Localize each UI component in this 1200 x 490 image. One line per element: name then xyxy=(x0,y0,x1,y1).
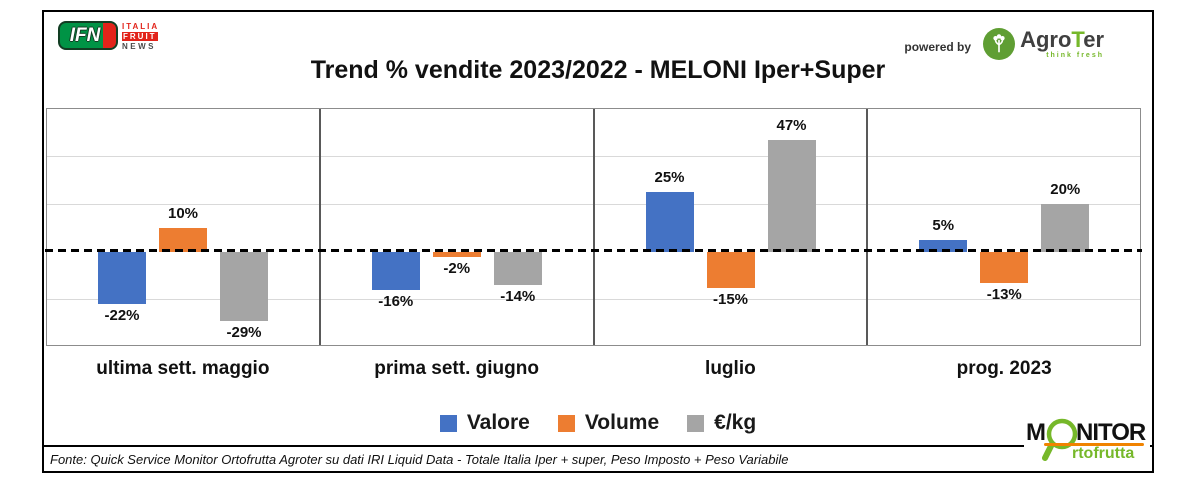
bar-value-label: 20% xyxy=(1050,181,1081,198)
bar-value-label: -29% xyxy=(226,324,262,341)
legend-item-volume: Volume xyxy=(557,411,660,435)
panel-bars: 5% -13% 20% xyxy=(868,109,1140,345)
bar-value-label: -15% xyxy=(712,291,749,308)
ifn-badge-icon: IFN xyxy=(58,21,118,50)
bar-value-label: -16% xyxy=(378,293,414,310)
agroter-tree-icon xyxy=(983,28,1016,60)
source-note: Fonte: Quick Service Monitor Ortofrutta … xyxy=(50,451,789,467)
panel-bars: 25% -15% 47% xyxy=(595,109,869,345)
ifn-wordmark: ITALIA FRUIT NEWS xyxy=(122,21,159,51)
agroter-name-agro: Agro xyxy=(1020,27,1072,52)
monitor-orange-wave xyxy=(1044,443,1144,446)
bar-series1-group3 xyxy=(645,192,694,252)
agroter-name: AgroTer xyxy=(1020,29,1104,51)
agroter-name-t: T xyxy=(1071,27,1084,52)
agroter-name-er: er xyxy=(1083,27,1104,52)
bar-series1-group2 xyxy=(371,252,420,290)
monitor-ortofrutta-logo: M NITOR rtofrutta xyxy=(1024,417,1150,468)
page-title: Trend % vendite 2023/2022 - MELONI Iper+… xyxy=(310,56,886,84)
bar-series2-group1 xyxy=(159,228,207,252)
bar-value-label: 5% xyxy=(932,217,955,234)
category-row: ultima sett. maggio prima sett. giugno l… xyxy=(46,358,1141,380)
category-label-2: prima sett. giugno xyxy=(374,358,539,379)
bar-value-label: -2% xyxy=(443,260,471,277)
monitor-letter-m: M xyxy=(1026,419,1046,446)
category-label-4: prog. 2023 xyxy=(956,358,1052,379)
category-label-3: luglio xyxy=(705,358,756,379)
agroter-logo: AgroTer think fresh xyxy=(983,28,1104,60)
powered-by-label: powered by xyxy=(904,40,972,54)
bar-series3-group4 xyxy=(1041,204,1090,252)
legend-label-valore: Valore xyxy=(466,411,530,434)
chart-legend: Valore Volume €/kg xyxy=(44,411,1152,435)
legend-swatch-volume xyxy=(557,414,575,432)
zero-axis-dashed-line xyxy=(45,249,1142,252)
bar-series1-group1 xyxy=(98,252,146,304)
plot-area: -22% 10% -29% -16% -2% -14% 25% -15% 47% 5% -13… xyxy=(45,108,1142,346)
bar-series2-group2 xyxy=(432,252,481,257)
agroter-tagline: think fresh xyxy=(1046,52,1104,59)
bar-series3-group1 xyxy=(220,252,268,321)
bar-value-label: 25% xyxy=(654,169,685,186)
bar-value-label: -13% xyxy=(986,286,1022,303)
monitor-letters-nitor: NITOR xyxy=(1076,419,1146,446)
bar-series2-group4 xyxy=(980,252,1029,283)
legend-label-eur-kg: €/kg xyxy=(714,411,757,434)
ifn-badge-red-cap xyxy=(103,23,116,48)
bar-series3-group2 xyxy=(493,252,542,285)
ifn-word-news: NEWS xyxy=(122,42,156,51)
ifn-word-italia: ITALIA xyxy=(122,22,160,31)
legend-swatch-valore xyxy=(439,414,457,432)
legend-swatch-eur-kg xyxy=(687,414,705,432)
footer-bar: Fonte: Quick Service Monitor Ortofrutta … xyxy=(44,445,1152,471)
legend-label-volume: Volume xyxy=(584,411,660,434)
panel-bars: -22% 10% -29% xyxy=(47,109,321,345)
ifn-acronym: IFN xyxy=(69,24,101,46)
bar-value-label: 10% xyxy=(167,205,199,222)
powered-by-group: powered by xyxy=(904,28,1104,60)
bar-series3-group3 xyxy=(767,140,816,252)
bar-value-label: -14% xyxy=(500,288,536,305)
bar-series2-group3 xyxy=(706,252,755,288)
panels-container: -22% 10% -29% -16% -2% -14% 25% -15% 47% 5% -13… xyxy=(47,109,1140,345)
ifn-logo: IFN ITALIA FRUIT NEWS xyxy=(58,21,159,51)
category-label-1: ultima sett. maggio xyxy=(96,358,270,379)
legend-item-valore: Valore xyxy=(439,411,530,435)
magnifying-glass-icon xyxy=(1042,418,1078,461)
ifn-word-fruit: FRUIT xyxy=(122,32,158,41)
bar-value-label: -22% xyxy=(104,307,140,324)
chart-frame: IFN ITALIA FRUIT NEWS Trend % vendite 20… xyxy=(42,10,1154,473)
bar-value-label: 47% xyxy=(776,117,807,134)
legend-item-eur-kg: €/kg xyxy=(687,411,756,435)
panel-bars: -16% -2% -14% xyxy=(321,109,595,345)
monitor-letters-rtofrutta: rtofrutta xyxy=(1072,445,1135,462)
agroter-wordmark: AgroTer think fresh xyxy=(1020,29,1104,60)
